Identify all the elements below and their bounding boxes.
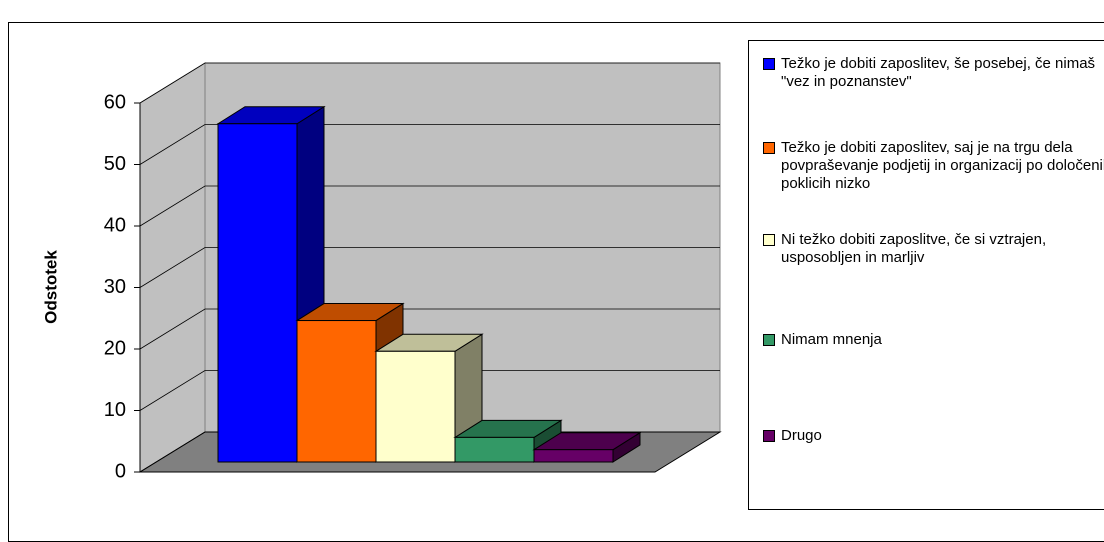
grid-line xyxy=(139,185,720,227)
legend-swatch xyxy=(763,58,775,70)
legend-item: Težko je dobiti zaposlitev, saj je na tr… xyxy=(763,139,1104,193)
legend-label: Drugo xyxy=(781,427,822,444)
grid-line xyxy=(139,62,720,104)
y-tick-label: 0 xyxy=(115,460,126,482)
legend-label: Nimam mnenja xyxy=(781,331,882,348)
legend-label: Težko je dobiti zaposlitev, še posebej, … xyxy=(781,55,1096,90)
y-tick-label: 50 xyxy=(104,153,126,175)
bar xyxy=(375,350,456,463)
y-axis-label: Odstotek xyxy=(41,250,60,324)
bar xyxy=(454,436,535,463)
bar xyxy=(296,320,377,463)
legend-swatch xyxy=(763,234,775,246)
legend-item: Drugo xyxy=(763,427,1104,445)
legend-label: Težko je dobiti zaposlitev, saj je na tr… xyxy=(781,139,1104,192)
legend-swatch xyxy=(763,142,775,154)
y-tick-label: 10 xyxy=(104,399,126,421)
legend-swatch xyxy=(763,334,775,346)
y-tick-label: 30 xyxy=(104,276,126,298)
legend-swatch xyxy=(763,430,775,442)
grid-line xyxy=(139,124,720,165)
grid-line xyxy=(139,370,720,411)
bar xyxy=(217,123,298,463)
grid-line xyxy=(139,308,720,350)
legend-item: Ni težko dobiti zaposlitve, če si vztraj… xyxy=(763,231,1104,267)
y-tick-label: 40 xyxy=(104,214,126,236)
legend-item: Nimam mnenja xyxy=(763,331,1104,349)
bar xyxy=(533,449,614,463)
y-tick-label: 60 xyxy=(104,91,126,113)
legend-item: Težko je dobiti zaposlitev, še posebej, … xyxy=(763,55,1104,91)
legend-label: Ni težko dobiti zaposlitve, če si vztraj… xyxy=(781,231,1047,266)
y-tick-label: 20 xyxy=(104,337,126,359)
grid-line xyxy=(139,247,720,288)
legend: Težko je dobiti zaposlitev, še posebej, … xyxy=(748,40,1104,510)
